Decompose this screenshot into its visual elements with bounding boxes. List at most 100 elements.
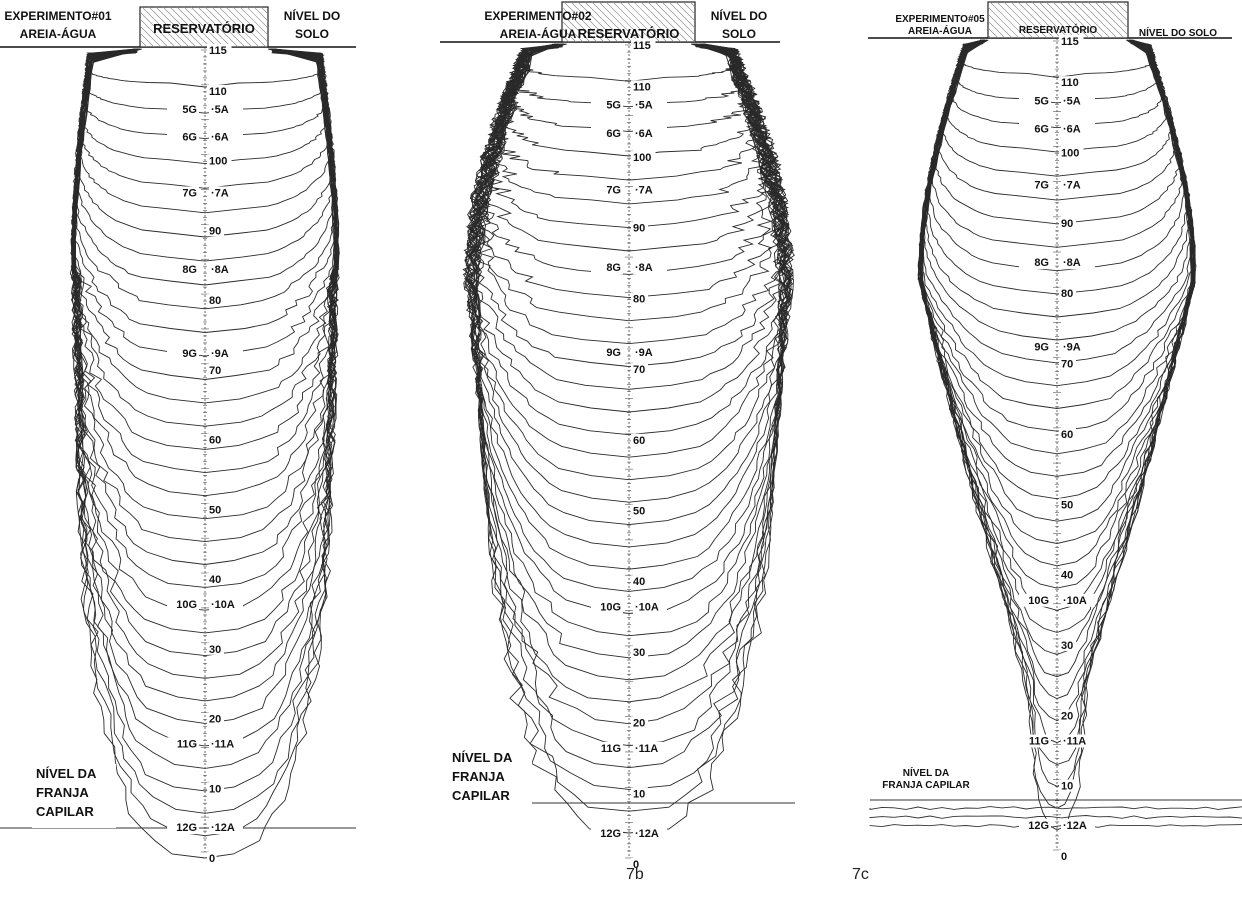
a-marker-10A: ·10A [635,602,659,614]
marker-bg [633,98,667,112]
marker-bg [591,741,623,755]
reservoir-hatch [987,13,1013,39]
reservoir-hatch [139,18,169,48]
reservoir-hatch [561,13,591,43]
scale-label-0: 0 [633,859,639,871]
scale-label-bg [1059,779,1076,792]
g-marker-9G: 9G [182,348,197,360]
marker-bg [591,98,623,112]
marker-bg [633,600,667,614]
g-marker-10G: 10G [1028,595,1049,607]
wetting-front-contour [956,39,1157,78]
g-marker-10G: 10G [600,602,621,614]
reservoir-hatch [253,6,269,22]
scale-label-50: 50 [209,504,221,516]
marker-bg [209,186,243,200]
wetting-front-contour [467,43,794,614]
reservoir-hatch [155,6,197,48]
reservoir-hatch [1045,1,1083,39]
scale-label-0: 0 [1061,851,1067,863]
reservoir-hatch [260,6,269,15]
g-marker-11G: 11G [177,738,197,750]
scale-label-bg [631,151,656,164]
wetting-front-contour [79,48,330,165]
marker-bg [1019,734,1051,748]
fringe-label: NÍVEL DA FRANJA CAPILAR [32,764,116,828]
scale-label-bg [207,224,224,237]
marker-bg [591,346,623,360]
reservoir-hatch [1101,1,1129,29]
reservoir-hatch [987,34,992,39]
fringe-label-line: FRANJA [36,785,89,800]
reservoir-hatch [989,1,1027,39]
scale-label-bg [631,575,648,588]
reservoir-hatch [598,1,640,43]
marker-bg [167,102,199,116]
reservoir-hatch [1052,1,1090,39]
reservoir-hatch [148,6,190,48]
scale-label-10: 10 [1061,781,1073,793]
marker-bg [633,346,667,360]
reservoir-label: RESERVATÓRIO [578,26,680,41]
experiment-title: EXPERIMENTO#01 [4,9,111,23]
reservoir-hatch [619,1,661,43]
scale-label-40: 40 [209,574,221,586]
scale-label-90: 90 [209,225,221,237]
scale-label-bg [207,363,224,376]
mix-label: AREIA-ÁGUA [908,24,972,37]
reservoir-hatch [689,1,696,8]
reservoir-hatch [225,6,267,48]
a-marker-11A: ·11A [211,738,234,750]
scale-label-30: 30 [633,647,645,659]
reservoir-hatch [183,6,225,48]
scale-label-30: 30 [209,644,221,656]
reservoir-box [987,1,1129,39]
ground-level-label: NÍVEL DO [711,8,767,23]
reservoir-hatch [1066,1,1104,39]
scale-label-0: 0 [209,853,215,865]
scale-label-bg [1059,216,1076,229]
scale-label-bg [631,433,648,446]
scale-label-bg [631,504,648,517]
scale-label-80: 80 [1061,288,1073,300]
reservoir-hatch [1017,1,1055,39]
reservoir-hatch [1038,1,1076,39]
wetting-front-contour [496,43,762,157]
reservoir-hatch [139,39,148,48]
reservoir-hatch [190,6,232,48]
reservoir-hatch [139,25,162,48]
reservoir-hatch [561,20,584,43]
a-marker-5A: ·5A [635,100,653,112]
reservoir-hatch [612,1,654,43]
marker-bg [1019,122,1051,136]
panel-2: EXPERIMENTO#02 AREIA-ÁGUA RESERVATÓRIO NÍVE… [440,1,795,871]
scale-label-20: 20 [633,718,645,730]
wetting-front-contour [468,43,790,834]
fringe-label-line: NÍVEL DA [452,750,513,765]
scale-label-bg [631,363,648,376]
marker-bg [1061,122,1095,136]
reservoir-hatch [626,1,668,43]
wetting-front-contour [463,43,794,526]
marker-bg [167,737,199,751]
scale-label-bg [1059,357,1076,370]
a-marker-5A: ·5A [1063,95,1081,107]
reservoir-hatch [1024,1,1062,39]
marker-bg [1061,340,1095,354]
wetting-front-contour [509,43,751,108]
reservoir-hatch [563,1,605,43]
ground-level-label: SOLO [295,27,329,41]
a-marker-6A: ·6A [1063,123,1081,135]
a-marker-12A: ·12A [1063,820,1087,832]
g-marker-7G: 7G [606,184,621,196]
reservoir-hatch [654,1,696,43]
g-marker-12G: 12G [176,822,197,834]
reservoir-hatch [139,11,176,48]
marker-bg [1019,818,1051,832]
wetting-front-contour [466,43,793,681]
scale-label-115: 115 [1061,36,1079,48]
scale-label-20: 20 [1061,710,1073,722]
marker-bg [167,821,199,835]
